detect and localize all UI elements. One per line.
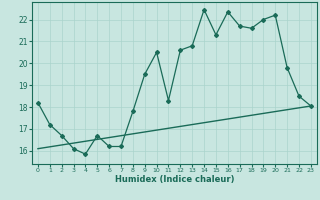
X-axis label: Humidex (Indice chaleur): Humidex (Indice chaleur) bbox=[115, 175, 234, 184]
